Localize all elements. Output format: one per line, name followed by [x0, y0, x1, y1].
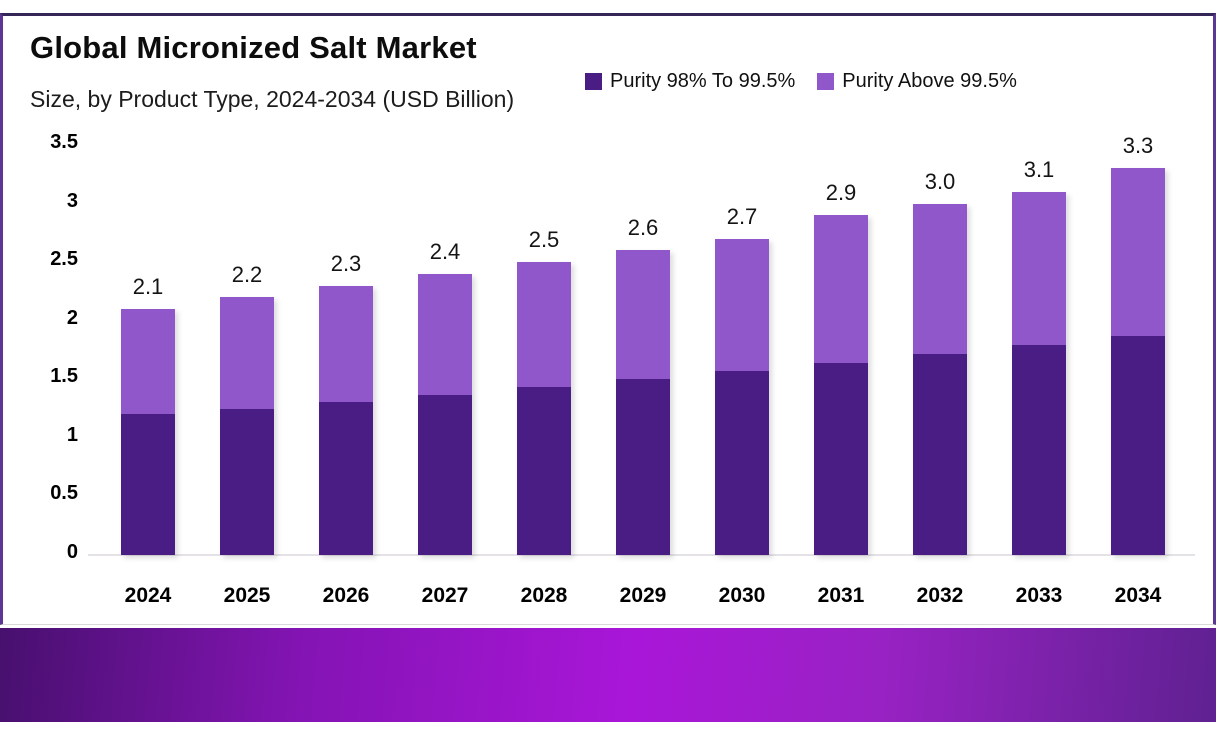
bar-total-label: 2.3	[330, 250, 362, 276]
bar-segment-purity-above-99-5	[1012, 191, 1066, 346]
bar-segment-purity-above-99-5	[319, 285, 373, 402]
x-tick-label: 2032	[916, 584, 964, 607]
bar-segment-purity-98-to-99-5	[715, 371, 769, 555]
legend-item-purity-98-99-5: Purity 98% To 99.5%	[585, 70, 795, 93]
page-subtitle: Size, by Product Type, 2024-2034 (USD Bi…	[30, 86, 515, 112]
y-tick-label: 3	[66, 189, 78, 212]
x-tick-label: 2029	[619, 584, 667, 607]
x-tick-label: 2028	[520, 584, 568, 607]
bar-2033	[1012, 191, 1066, 555]
bar-segment-purity-98-to-99-5	[121, 414, 175, 555]
x-tick-label: 2026	[322, 584, 370, 607]
y-tick-label: 2.5	[50, 248, 78, 271]
page-title: Global Micronized Salt Market	[30, 30, 477, 65]
bar-total-label: 2.7	[726, 203, 758, 229]
bar-segment-purity-98-to-99-5	[220, 408, 274, 555]
x-tick-label: 2031	[817, 584, 865, 607]
bar-total-label: 3.3	[1122, 133, 1154, 159]
bar-segment-purity-above-99-5	[616, 250, 670, 380]
bar-total-label: 3.1	[1023, 156, 1055, 182]
bar-total-label: 3.0	[924, 168, 956, 194]
bar-segment-purity-98-to-99-5	[913, 353, 967, 555]
bar-2027	[418, 273, 472, 555]
legend-label: Purity 98% To 99.5%	[610, 70, 796, 92]
bar-segment-purity-above-99-5	[814, 215, 868, 363]
bar-segment-purity-above-99-5	[418, 273, 472, 395]
footer-banner: The Market will Grow At the CAGR of: 4.5…	[0, 628, 1216, 722]
x-tick-label: 2025	[223, 584, 271, 607]
bar-2032	[913, 203, 967, 555]
x-tick-label: 2030	[718, 584, 766, 607]
bar-segment-purity-above-99-5	[121, 309, 175, 415]
bar-2024	[121, 309, 175, 555]
bar-segment-purity-98-to-99-5	[517, 387, 571, 555]
bar-segment-purity-98-to-99-5	[1111, 335, 1165, 555]
legend-item-purity-above-99-5: Purity Above 99.5%	[817, 70, 1017, 93]
bar-segment-purity-98-to-99-5	[814, 362, 868, 555]
bar-total-label: 2.9	[825, 180, 857, 206]
bar-segment-purity-above-99-5	[913, 203, 967, 354]
bar-segment-purity-above-99-5	[517, 262, 571, 388]
x-tick-label: 2027	[421, 584, 469, 607]
bar-total-label: 2.6	[627, 215, 659, 241]
legend-swatch-light-icon	[817, 73, 835, 90]
bar-2026	[319, 285, 373, 555]
x-tick-label: 2034	[1114, 584, 1162, 607]
legend-label: Purity Above 99.5%	[842, 70, 1017, 92]
bar-segment-purity-98-to-99-5	[319, 401, 373, 555]
bar-2029	[616, 250, 670, 555]
bar-segment-purity-98-to-99-5	[418, 394, 472, 555]
bar-segment-purity-98-to-99-5	[1012, 345, 1066, 555]
y-tick-label: 0.5	[50, 482, 78, 505]
bar-segment-purity-above-99-5	[1111, 168, 1165, 336]
bar-segment-purity-above-99-5	[220, 297, 274, 409]
bar-2031	[814, 215, 868, 555]
bar-segment-purity-above-99-5	[715, 238, 769, 372]
legend-swatch-dark-icon	[585, 73, 602, 90]
bar-2034	[1111, 168, 1165, 555]
bar-2025	[220, 297, 274, 555]
bar-total-label: 2.1	[132, 274, 164, 299]
bar-segment-purity-98-to-99-5	[616, 379, 670, 555]
chart-legend: Purity 98% To 99.5% Purity Above 99.5%	[585, 70, 1017, 93]
x-tick-label: 2024	[124, 584, 172, 607]
y-tick-label: 0	[66, 541, 78, 563]
y-tick-label: 2	[66, 306, 78, 329]
bar-total-label: 2.5	[528, 227, 560, 253]
x-axis-baseline	[88, 554, 1195, 556]
bar-total-label: 2.4	[429, 238, 461, 264]
y-tick-label: 1.5	[50, 365, 78, 388]
y-tick-label: 1	[66, 423, 78, 446]
bar-2028	[517, 262, 571, 555]
x-tick-label: 2033	[1015, 584, 1063, 607]
bar-total-label: 2.2	[231, 262, 263, 288]
bar-2030	[715, 238, 769, 555]
y-tick-label: 3.5	[50, 131, 78, 153]
